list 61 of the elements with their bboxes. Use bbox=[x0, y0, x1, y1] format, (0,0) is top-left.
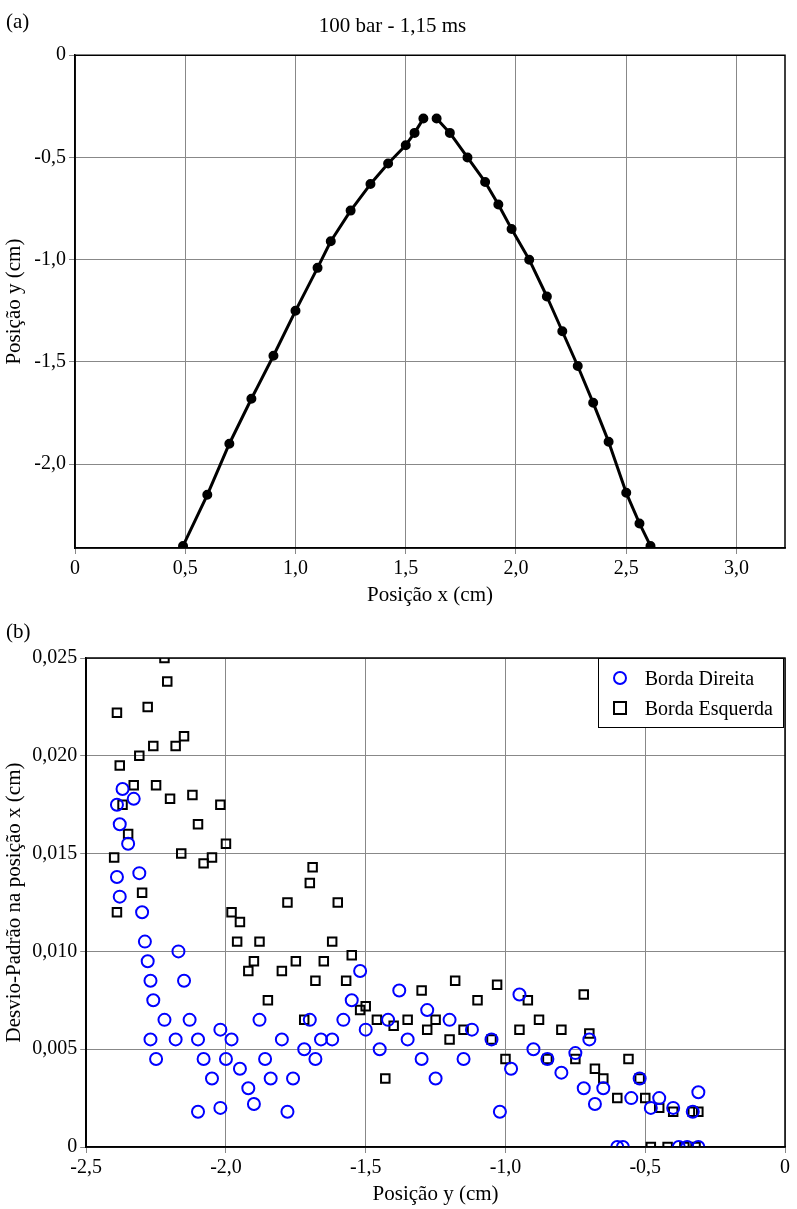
legend-label: Borda Esquerda bbox=[644, 696, 773, 720]
point bbox=[572, 361, 583, 372]
point bbox=[480, 176, 491, 187]
point bbox=[431, 113, 442, 124]
x-tick-label: -1,5 bbox=[349, 1155, 382, 1178]
y-tick-label: 0,025 bbox=[32, 645, 78, 668]
x-tick-label: -1,0 bbox=[489, 1155, 522, 1178]
x-tick-label: -2,0 bbox=[210, 1155, 242, 1178]
point bbox=[325, 236, 336, 247]
point bbox=[383, 158, 394, 169]
y-tick-label: -1,5 bbox=[34, 349, 66, 372]
point bbox=[312, 262, 323, 273]
y-tick-label: -0,5 bbox=[34, 144, 66, 167]
point bbox=[506, 224, 517, 235]
y-tick-label: 0 bbox=[67, 1134, 78, 1157]
x-axis-title: Posição y (cm) bbox=[372, 1180, 499, 1205]
point bbox=[444, 127, 455, 138]
x-tick-label: 2,5 bbox=[613, 556, 639, 579]
y-axis-title: Posição y (cm) bbox=[1, 238, 26, 365]
x-tick-label: 1,5 bbox=[393, 556, 419, 579]
y-tick-label: 0,015 bbox=[32, 840, 78, 863]
point bbox=[462, 152, 473, 163]
text: (a) bbox=[6, 9, 30, 34]
point bbox=[493, 199, 504, 210]
x-tick-label: 0 bbox=[780, 1155, 790, 1178]
point bbox=[178, 540, 189, 548]
point bbox=[246, 393, 257, 404]
point bbox=[365, 179, 376, 190]
point bbox=[588, 397, 599, 408]
point bbox=[345, 205, 356, 216]
point bbox=[400, 140, 411, 151]
y-tick-label: 0,010 bbox=[32, 938, 78, 961]
point bbox=[557, 326, 568, 337]
legend-label: Borda Direita bbox=[644, 666, 755, 690]
y-tick-label: 0 bbox=[56, 42, 66, 65]
y-tick-label: 0,020 bbox=[32, 743, 78, 766]
point bbox=[634, 518, 645, 529]
x-tick-label: 0,5 bbox=[172, 556, 198, 579]
y-axis-title: Desvio-Padrão na posição x (cm) bbox=[1, 762, 26, 1043]
point bbox=[645, 540, 656, 548]
point bbox=[224, 438, 235, 449]
x-tick-label: 3,0 bbox=[723, 556, 749, 579]
point bbox=[621, 487, 632, 498]
x-tick-label: -0,5 bbox=[629, 1155, 662, 1178]
y-tick-label: -1,0 bbox=[34, 246, 66, 269]
point bbox=[418, 113, 429, 124]
point bbox=[202, 489, 213, 500]
point bbox=[268, 350, 279, 361]
point bbox=[603, 436, 614, 447]
point bbox=[524, 254, 535, 265]
point bbox=[409, 127, 420, 138]
x-axis-title: Posição x (cm) bbox=[367, 581, 493, 606]
x-tick-label: 1,0 bbox=[283, 556, 308, 579]
point bbox=[541, 291, 552, 302]
text: (b) bbox=[6, 619, 31, 644]
x-tick-label: -2,5 bbox=[70, 1155, 103, 1178]
y-tick-label: 0,005 bbox=[32, 1036, 78, 1059]
x-tick-label: 2,0 bbox=[503, 556, 529, 579]
chart-title: 100 bar - 1,15 ms bbox=[318, 13, 467, 38]
y-tick-label: -2,0 bbox=[34, 451, 66, 474]
point bbox=[290, 305, 301, 316]
